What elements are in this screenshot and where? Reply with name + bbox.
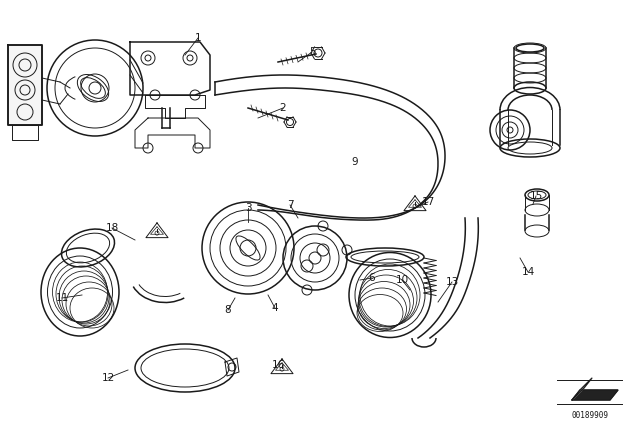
Polygon shape bbox=[8, 45, 42, 125]
Text: 10: 10 bbox=[396, 275, 408, 285]
Text: 14: 14 bbox=[522, 267, 534, 277]
Text: 3: 3 bbox=[244, 203, 252, 213]
Text: 8: 8 bbox=[225, 305, 231, 315]
Polygon shape bbox=[572, 390, 618, 400]
Text: 17: 17 bbox=[421, 197, 435, 207]
Text: 15: 15 bbox=[529, 191, 543, 201]
Text: 00189909: 00189909 bbox=[572, 412, 609, 421]
Text: 5: 5 bbox=[308, 47, 316, 57]
Text: 11: 11 bbox=[56, 293, 68, 303]
Text: 4: 4 bbox=[272, 303, 278, 313]
Text: 9: 9 bbox=[352, 157, 358, 167]
Text: 1: 1 bbox=[195, 33, 202, 43]
Polygon shape bbox=[572, 378, 592, 400]
Text: 6: 6 bbox=[369, 273, 375, 283]
Text: 7: 7 bbox=[287, 200, 293, 210]
Text: 2: 2 bbox=[280, 103, 286, 113]
Text: 13: 13 bbox=[445, 277, 459, 287]
Text: 18: 18 bbox=[106, 223, 118, 233]
Text: 16: 16 bbox=[271, 360, 285, 370]
Text: 12: 12 bbox=[101, 373, 115, 383]
